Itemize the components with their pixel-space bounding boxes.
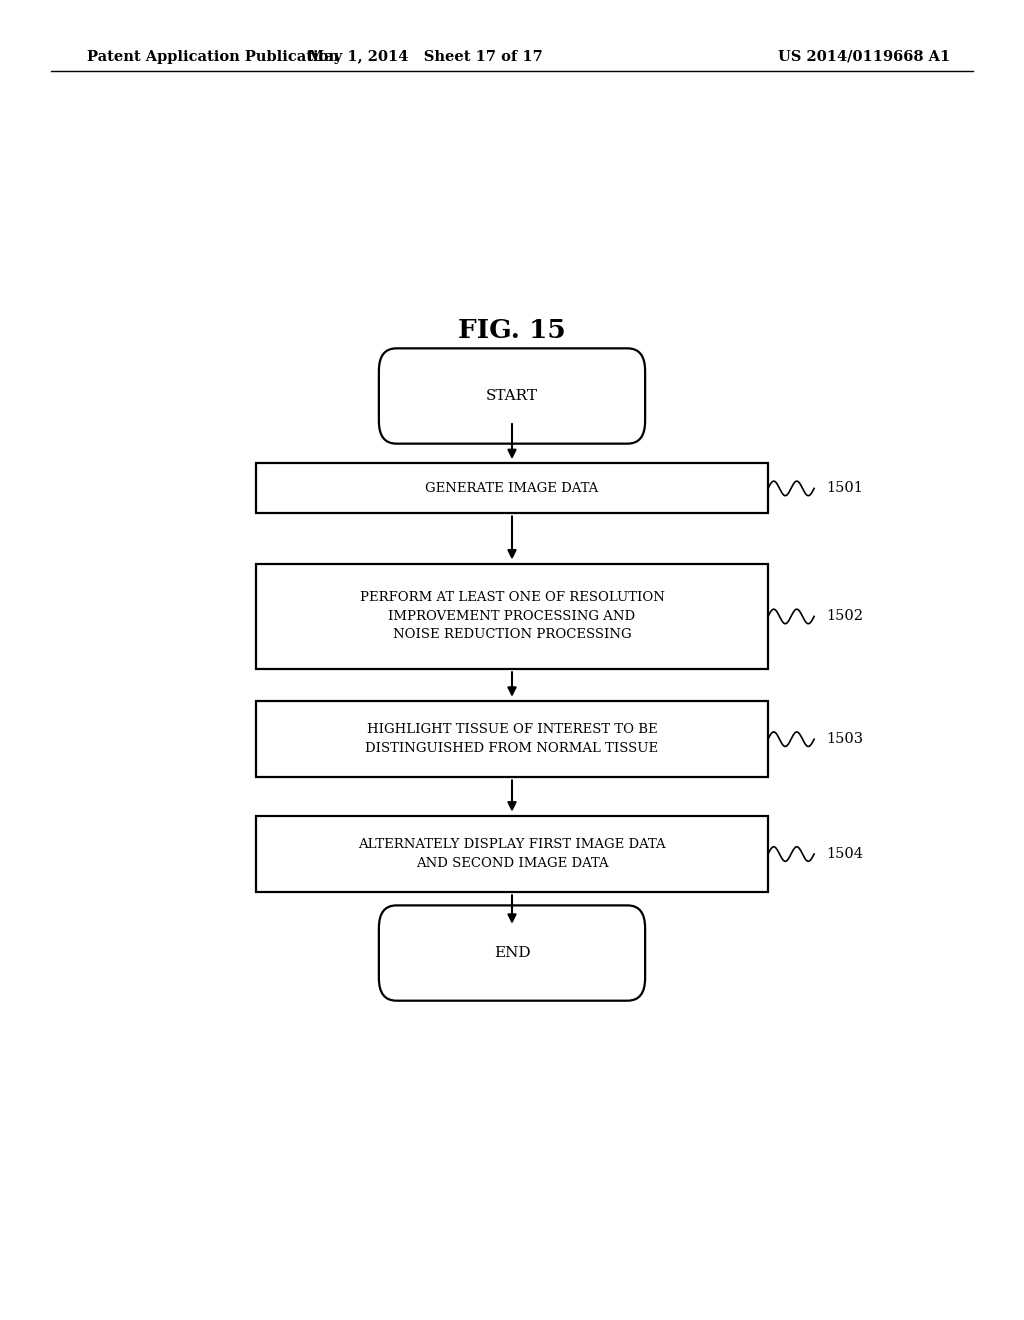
Text: 1504: 1504 xyxy=(826,847,863,861)
Text: ALTERNATELY DISPLAY FIRST IMAGE DATA
AND SECOND IMAGE DATA: ALTERNATELY DISPLAY FIRST IMAGE DATA AND… xyxy=(358,838,666,870)
Text: HIGHLIGHT TISSUE OF INTEREST TO BE
DISTINGUISHED FROM NORMAL TISSUE: HIGHLIGHT TISSUE OF INTEREST TO BE DISTI… xyxy=(366,723,658,755)
Text: END: END xyxy=(494,946,530,960)
Text: 1501: 1501 xyxy=(826,482,863,495)
Text: GENERATE IMAGE DATA: GENERATE IMAGE DATA xyxy=(425,482,599,495)
Text: 1503: 1503 xyxy=(826,733,863,746)
Text: US 2014/0119668 A1: US 2014/0119668 A1 xyxy=(778,50,950,63)
Bar xyxy=(256,701,768,777)
Text: 1502: 1502 xyxy=(826,610,863,623)
Text: Patent Application Publication: Patent Application Publication xyxy=(87,50,339,63)
FancyBboxPatch shape xyxy=(379,906,645,1001)
Text: START: START xyxy=(486,389,538,403)
Bar xyxy=(256,816,768,892)
Text: May 1, 2014   Sheet 17 of 17: May 1, 2014 Sheet 17 of 17 xyxy=(307,50,543,63)
Bar xyxy=(256,463,768,513)
Text: PERFORM AT LEAST ONE OF RESOLUTION
IMPROVEMENT PROCESSING AND
NOISE REDUCTION PR: PERFORM AT LEAST ONE OF RESOLUTION IMPRO… xyxy=(359,591,665,642)
Text: FIG. 15: FIG. 15 xyxy=(458,318,566,342)
Bar xyxy=(256,564,768,669)
FancyBboxPatch shape xyxy=(379,348,645,444)
